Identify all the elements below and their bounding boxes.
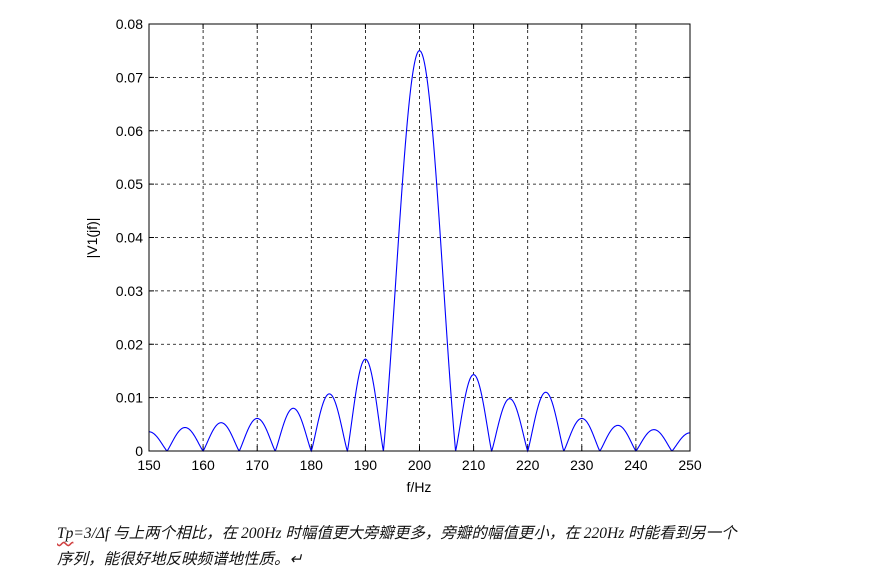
caption-line-2: 序列，能很好地反映频谱地性质。↵	[57, 551, 303, 568]
caption-line-1: Tp=3/Δf 与上两个相比，在 200Hz 时幅值更大旁瓣更多，旁瓣的幅值更小…	[57, 521, 847, 547]
plot-frame	[148, 23, 691, 452]
x-tick-label: 220	[516, 457, 540, 473]
y-tick-labels: 0 0.01 0.02 0.03 0.04 0.05 0.06 0.07 0.08	[116, 16, 143, 459]
tp-symbol: Tp	[57, 525, 74, 542]
x-tick-label: 210	[462, 457, 486, 473]
x-tick-label: 240	[624, 457, 648, 473]
x-tick-label: 200	[408, 457, 432, 473]
y-tick-label: 0	[135, 443, 143, 459]
y-tick-label: 0.06	[116, 123, 143, 139]
x-tick-label: 190	[354, 457, 378, 473]
x-tick-label: 230	[570, 457, 594, 473]
y-tick-label: 0.01	[116, 390, 143, 406]
y-tick-label: 0.07	[116, 69, 143, 85]
x-axis-label: f/Hz	[407, 479, 432, 495]
y-tick-label: 0.05	[116, 176, 143, 192]
x-tick-label: 170	[246, 457, 270, 473]
y-tick-label: 0.02	[116, 336, 143, 352]
caption-line-1-text: =3/Δf 与上两个相比，在 200Hz 时幅值更大旁瓣更多，旁瓣的幅值更小，在…	[73, 525, 737, 542]
x-tick-label: 150	[137, 457, 161, 473]
y-tick-label: 0.03	[116, 283, 143, 299]
y-tick-label: 0.04	[116, 230, 143, 246]
x-tick-label: 160	[191, 457, 215, 473]
spectrum-chart: 150 160 170 180 190 200 210 220 230 240 250 00.010…	[84, 16, 702, 495]
x-tick-label: 180	[300, 457, 324, 473]
x-tick-labels: 150 160 170 180 190 200 210 220 230 240 250	[137, 457, 702, 473]
y-tick-label: 0.08	[116, 16, 143, 32]
grid-lines	[149, 24, 690, 451]
x-tick-label: 250	[678, 457, 702, 473]
caption: Tp=3/Δf 与上两个相比，在 200Hz 时幅值更大旁瓣更多，旁瓣的幅值更小…	[57, 521, 847, 573]
y-axis-label: |V1(jf)|	[84, 218, 100, 259]
